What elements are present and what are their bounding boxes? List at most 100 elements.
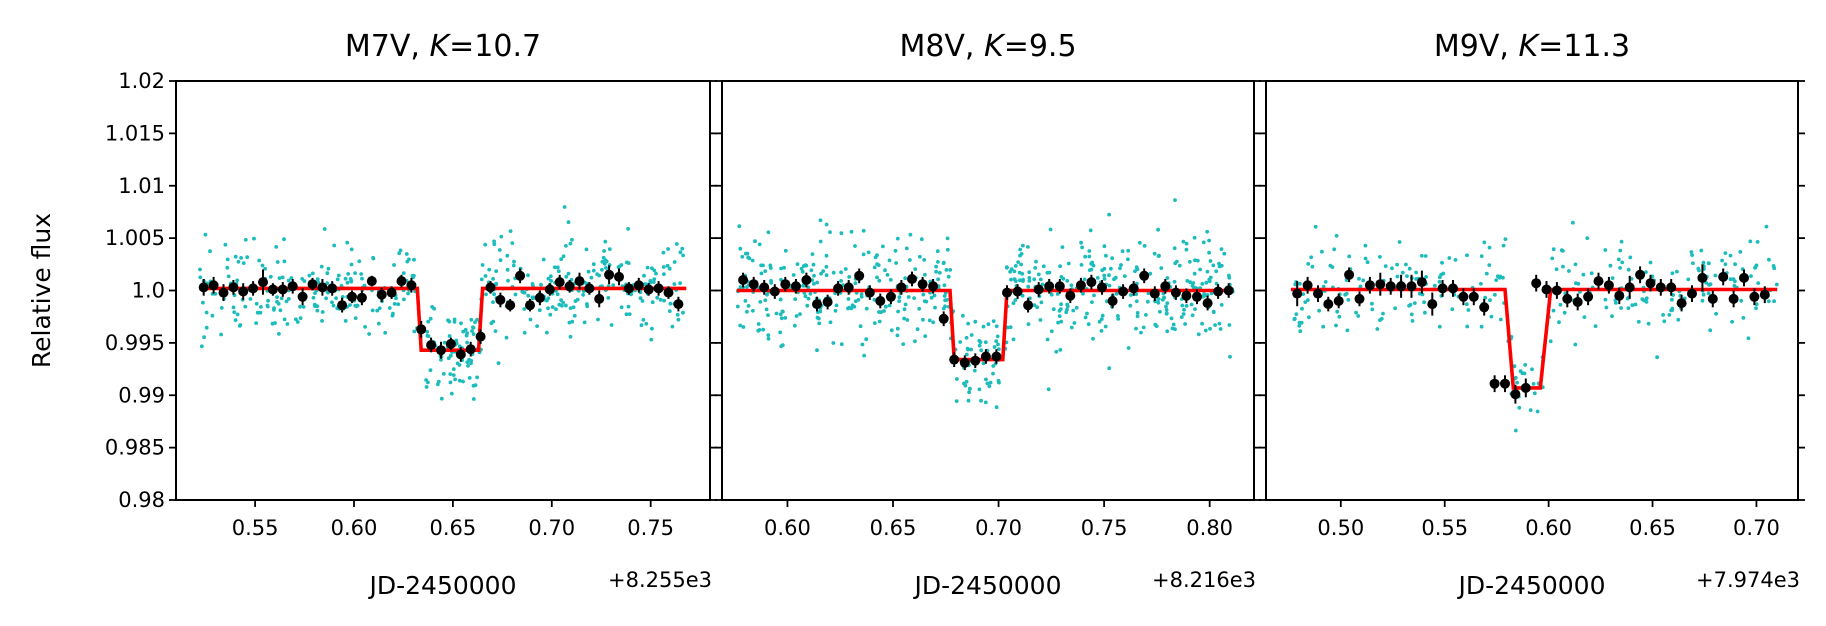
raw-point bbox=[1152, 251, 1157, 256]
raw-point bbox=[881, 244, 885, 249]
raw-points bbox=[198, 205, 685, 401]
binned-point bbox=[1624, 282, 1635, 293]
raw-point bbox=[783, 248, 788, 253]
raw-point bbox=[348, 277, 353, 281]
raw-point bbox=[1466, 308, 1471, 312]
binned-point bbox=[1427, 299, 1438, 310]
y-tick-label: 0.98 bbox=[118, 488, 165, 512]
binned-point bbox=[465, 344, 476, 355]
raw-point bbox=[1201, 293, 1206, 298]
raw-point bbox=[780, 343, 785, 347]
raw-point bbox=[1100, 313, 1105, 318]
raw-point bbox=[1700, 298, 1705, 303]
raw-point bbox=[756, 322, 761, 326]
raw-point bbox=[465, 331, 469, 335]
raw-point bbox=[931, 320, 936, 325]
raw-point bbox=[1018, 247, 1023, 252]
plot-area bbox=[1290, 220, 1779, 433]
raw-point bbox=[439, 396, 444, 401]
raw-point bbox=[469, 317, 474, 322]
raw-point bbox=[895, 326, 900, 331]
raw-point bbox=[655, 295, 660, 300]
raw-point bbox=[245, 255, 250, 260]
raw-point bbox=[1363, 256, 1368, 261]
raw-point bbox=[921, 317, 925, 322]
raw-point bbox=[966, 321, 970, 326]
raw-point bbox=[991, 364, 996, 368]
y-tick-label: 1.0 bbox=[132, 279, 165, 303]
raw-point bbox=[853, 281, 858, 286]
raw-point bbox=[932, 293, 937, 298]
raw-point bbox=[1203, 328, 1208, 333]
raw-point bbox=[1011, 301, 1016, 305]
raw-point bbox=[390, 313, 395, 318]
raw-point bbox=[1172, 246, 1177, 251]
raw-point bbox=[1517, 405, 1522, 410]
raw-point bbox=[969, 333, 974, 337]
raw-point bbox=[457, 363, 462, 367]
binned-point bbox=[1012, 286, 1023, 297]
raw-point bbox=[906, 295, 911, 299]
raw-point bbox=[541, 257, 546, 262]
raw-point bbox=[508, 229, 513, 234]
raw-point bbox=[334, 296, 338, 300]
raw-point bbox=[1347, 254, 1352, 259]
raw-point bbox=[279, 296, 284, 301]
raw-point bbox=[548, 274, 553, 279]
raw-point bbox=[1162, 295, 1166, 300]
binned-point bbox=[843, 282, 854, 293]
raw-point bbox=[1706, 291, 1711, 296]
raw-point bbox=[774, 311, 779, 316]
raw-point bbox=[1181, 239, 1186, 244]
raw-point bbox=[539, 282, 543, 287]
raw-point bbox=[1550, 256, 1555, 261]
binned-point bbox=[1044, 281, 1055, 292]
binned-point bbox=[790, 281, 801, 292]
raw-point bbox=[568, 241, 573, 246]
raw-point bbox=[768, 263, 773, 268]
raw-point bbox=[817, 321, 822, 326]
raw-point bbox=[492, 242, 497, 247]
binned-point bbox=[769, 286, 780, 297]
raw-point bbox=[428, 368, 433, 373]
binned-point bbox=[1749, 291, 1760, 302]
binned-point bbox=[297, 291, 308, 302]
raw-point bbox=[479, 277, 484, 282]
binned-point bbox=[1520, 382, 1531, 393]
raw-point bbox=[1328, 263, 1333, 268]
raw-point bbox=[233, 254, 238, 259]
raw-point bbox=[1005, 265, 1009, 270]
raw-point bbox=[1571, 220, 1575, 225]
raw-point bbox=[1065, 278, 1070, 283]
raw-point bbox=[1630, 303, 1635, 308]
raw-point bbox=[331, 303, 336, 308]
raw-point bbox=[1183, 322, 1187, 326]
raw-point bbox=[1604, 305, 1609, 310]
raw-point bbox=[1582, 315, 1587, 319]
raw-point bbox=[1100, 268, 1105, 273]
raw-point bbox=[811, 262, 816, 267]
raw-point bbox=[661, 265, 666, 269]
x-axis-label: JD-2450000 bbox=[913, 571, 1062, 600]
raw-point bbox=[1503, 237, 1508, 242]
raw-point bbox=[506, 278, 510, 283]
binned-point bbox=[1149, 288, 1160, 299]
raw-point bbox=[1562, 310, 1567, 315]
binned-point bbox=[347, 291, 357, 302]
raw-point bbox=[1515, 380, 1519, 385]
raw-point bbox=[992, 345, 997, 349]
binned-point bbox=[1054, 281, 1065, 292]
raw-point bbox=[977, 343, 982, 348]
binned-point bbox=[938, 313, 949, 324]
raw-point bbox=[555, 265, 560, 270]
raw-point bbox=[961, 313, 965, 318]
raw-point bbox=[1066, 261, 1071, 266]
raw-point bbox=[1170, 326, 1175, 331]
raw-point bbox=[1135, 314, 1140, 319]
raw-point bbox=[1618, 266, 1622, 270]
raw-point bbox=[1103, 324, 1108, 329]
raw-point bbox=[1498, 274, 1503, 279]
raw-point bbox=[866, 250, 871, 255]
raw-point bbox=[839, 270, 843, 275]
raw-point bbox=[639, 323, 644, 328]
